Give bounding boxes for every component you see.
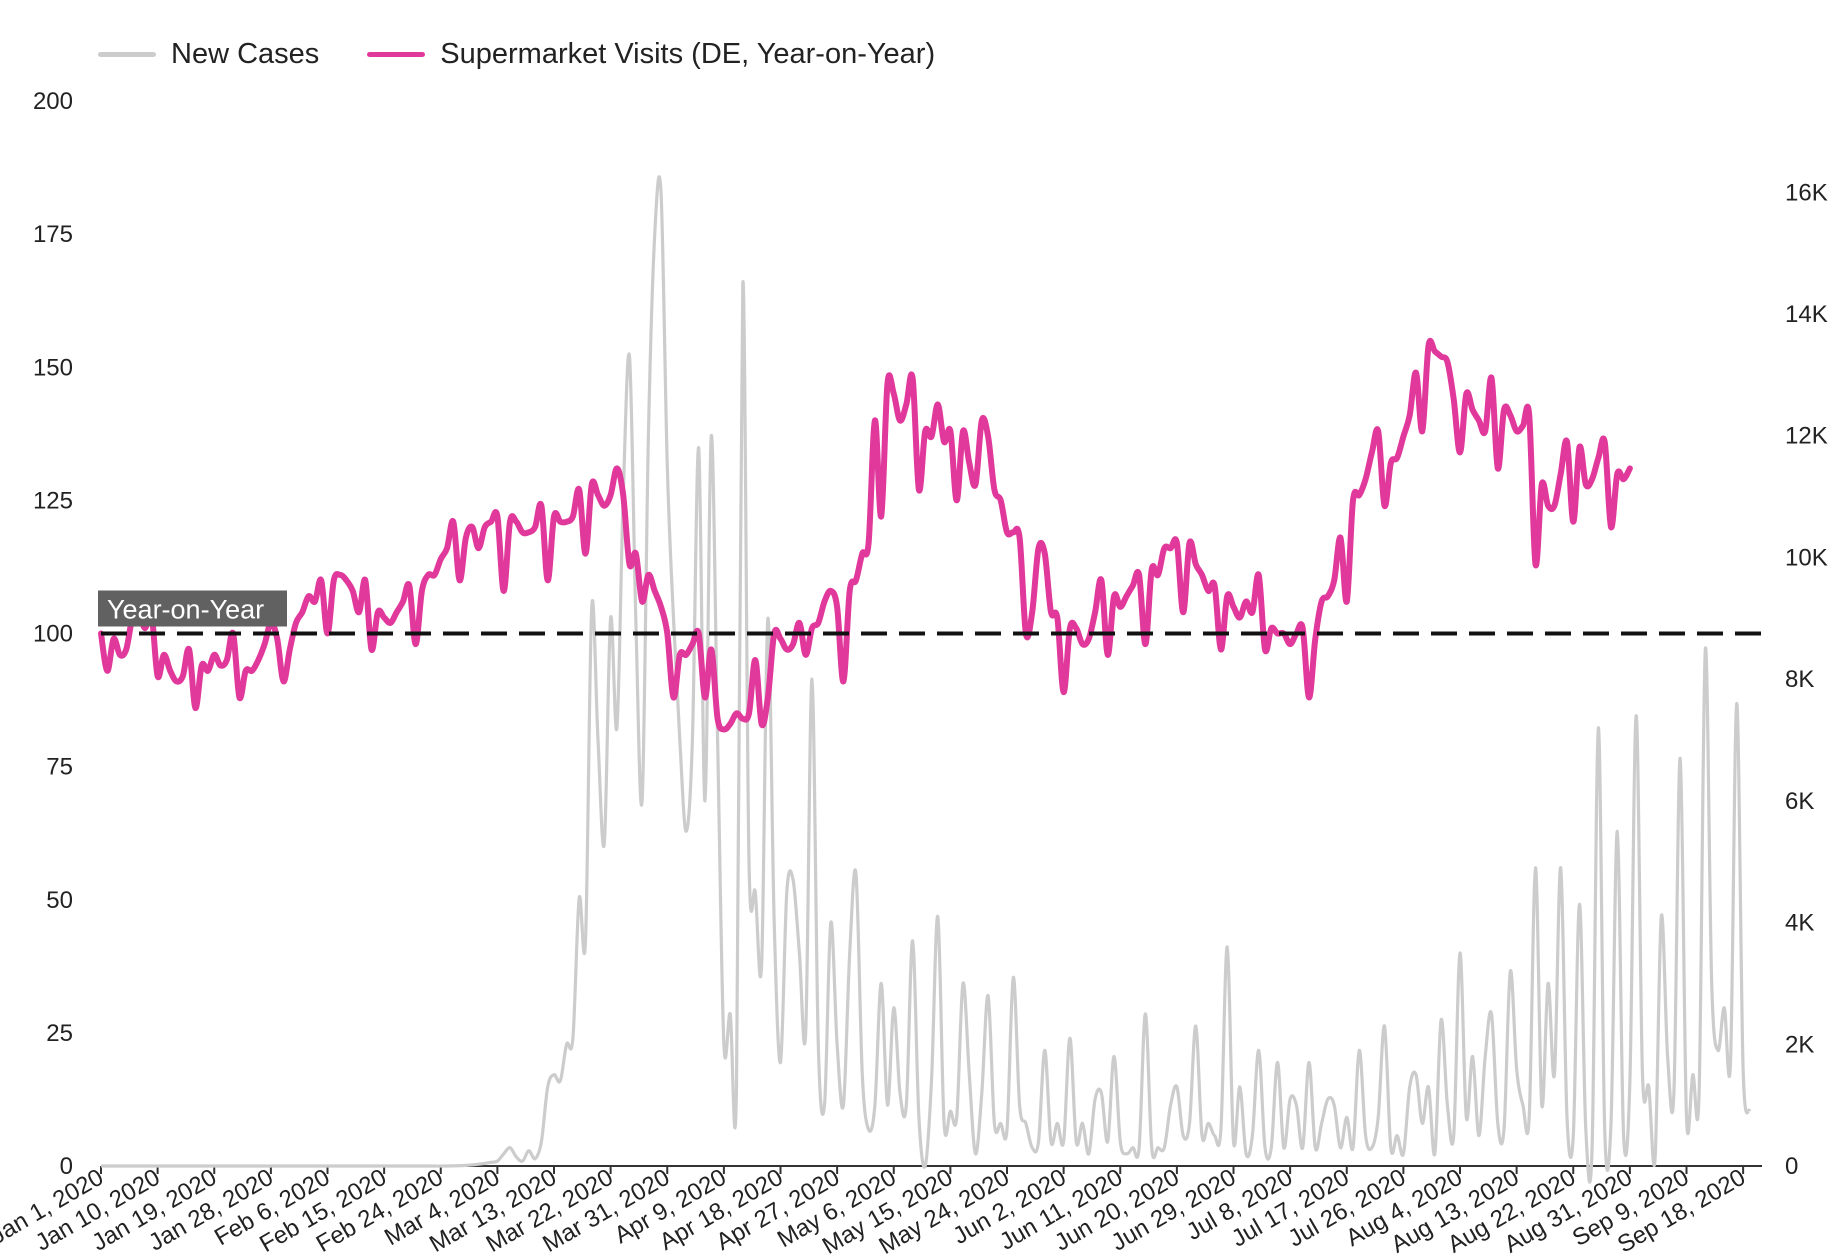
right-axis-tick-10K: 10K	[1785, 544, 1828, 571]
legend-item-new-cases[interactable]: New Cases	[98, 38, 319, 71]
left-axis-tick-100: 100	[33, 621, 73, 648]
new-cases-series	[101, 175, 1751, 1184]
right-axis-tick-6K: 6K	[1785, 788, 1814, 815]
legend-label-supermarket-visits: Supermarket Visits (DE, Year-on-Year)	[440, 38, 936, 70]
new-cases-line	[101, 175, 1751, 1184]
left-axis-tick-200: 200	[33, 88, 73, 115]
left-axis-tick-25: 25	[46, 1020, 73, 1047]
left-y-axis: 0 25 50 75 100 125 150 175 200	[33, 88, 73, 1180]
reference-line-label: Year-on-Year	[107, 595, 264, 625]
right-axis-tick-0: 0	[1785, 1153, 1798, 1180]
right-axis-tick-2K: 2K	[1785, 1031, 1814, 1058]
supermarket-visits-swatch	[367, 52, 426, 57]
left-axis-tick-175: 175	[33, 221, 73, 248]
legend: New Cases Supermarket Visits (DE, Year-o…	[98, 38, 983, 71]
supermarket-visits-series	[98, 337, 1633, 733]
left-axis-tick-75: 75	[46, 754, 73, 781]
right-y-axis: 0 2K 4K 6K 8K 10K 12K 14K 16K	[1785, 179, 1828, 1180]
reference-label-background	[98, 590, 287, 627]
supermarket-visits-line	[98, 337, 1633, 733]
right-axis-tick-14K: 14K	[1785, 301, 1828, 328]
reference-line-group: Year-on-Year	[98, 590, 1762, 636]
legend-label-new-cases: New Cases	[171, 38, 320, 70]
right-axis-tick-4K: 4K	[1785, 910, 1814, 937]
left-axis-tick-125: 125	[33, 487, 73, 514]
legend-item-supermarket-visits[interactable]: Supermarket Visits (DE, Year-on-Year)	[367, 38, 935, 71]
right-axis-tick-12K: 12K	[1785, 423, 1828, 450]
left-axis-tick-150: 150	[33, 354, 73, 381]
right-axis-tick-16K: 16K	[1785, 179, 1828, 206]
left-axis-tick-50: 50	[46, 887, 73, 914]
new-cases-swatch	[98, 52, 156, 57]
right-axis-tick-8K: 8K	[1785, 666, 1814, 693]
left-axis-tick-0: 0	[60, 1153, 73, 1180]
